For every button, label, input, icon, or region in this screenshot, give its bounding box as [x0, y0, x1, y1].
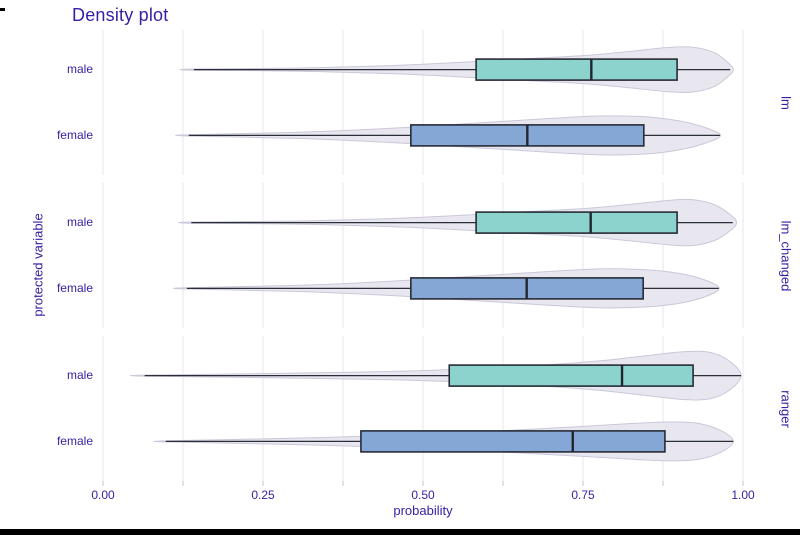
y-category-label-ranger-female: female	[56, 433, 93, 448]
x-axis-title: probability	[393, 503, 453, 518]
x-tick-label: 0.25	[251, 488, 275, 502]
y-category-label-lm-female: female	[56, 127, 93, 142]
box-ranger-male	[448, 364, 694, 387]
facet-strip-label-lm: lm	[778, 95, 794, 110]
y-category-label-ranger-male: male	[66, 368, 93, 383]
y-category-label-lm_changed-female: female	[56, 280, 93, 295]
x-tick-label: 0.50	[411, 488, 435, 502]
y-category-label-lm-male: male	[66, 62, 93, 77]
y-category-label-lm_changed-male: male	[66, 215, 93, 230]
facet-strip-label-lm_changed: lm_changed	[778, 220, 794, 291]
x-tick-label: 1.00	[731, 488, 755, 502]
screen-artifact-top-left	[0, 8, 5, 11]
y-axis-title: protected variable	[30, 213, 46, 317]
x-tick-label: 0.00	[91, 488, 115, 502]
x-tick-label: 0.75	[571, 488, 595, 502]
box-ranger-female	[360, 430, 666, 453]
box-lm-male	[475, 58, 678, 81]
bottom-border-bar	[0, 529, 800, 535]
plot-title: Density plot	[72, 5, 169, 25]
box-lm_changed-male	[475, 211, 678, 234]
facet-strip-label-ranger: ranger	[778, 389, 794, 428]
